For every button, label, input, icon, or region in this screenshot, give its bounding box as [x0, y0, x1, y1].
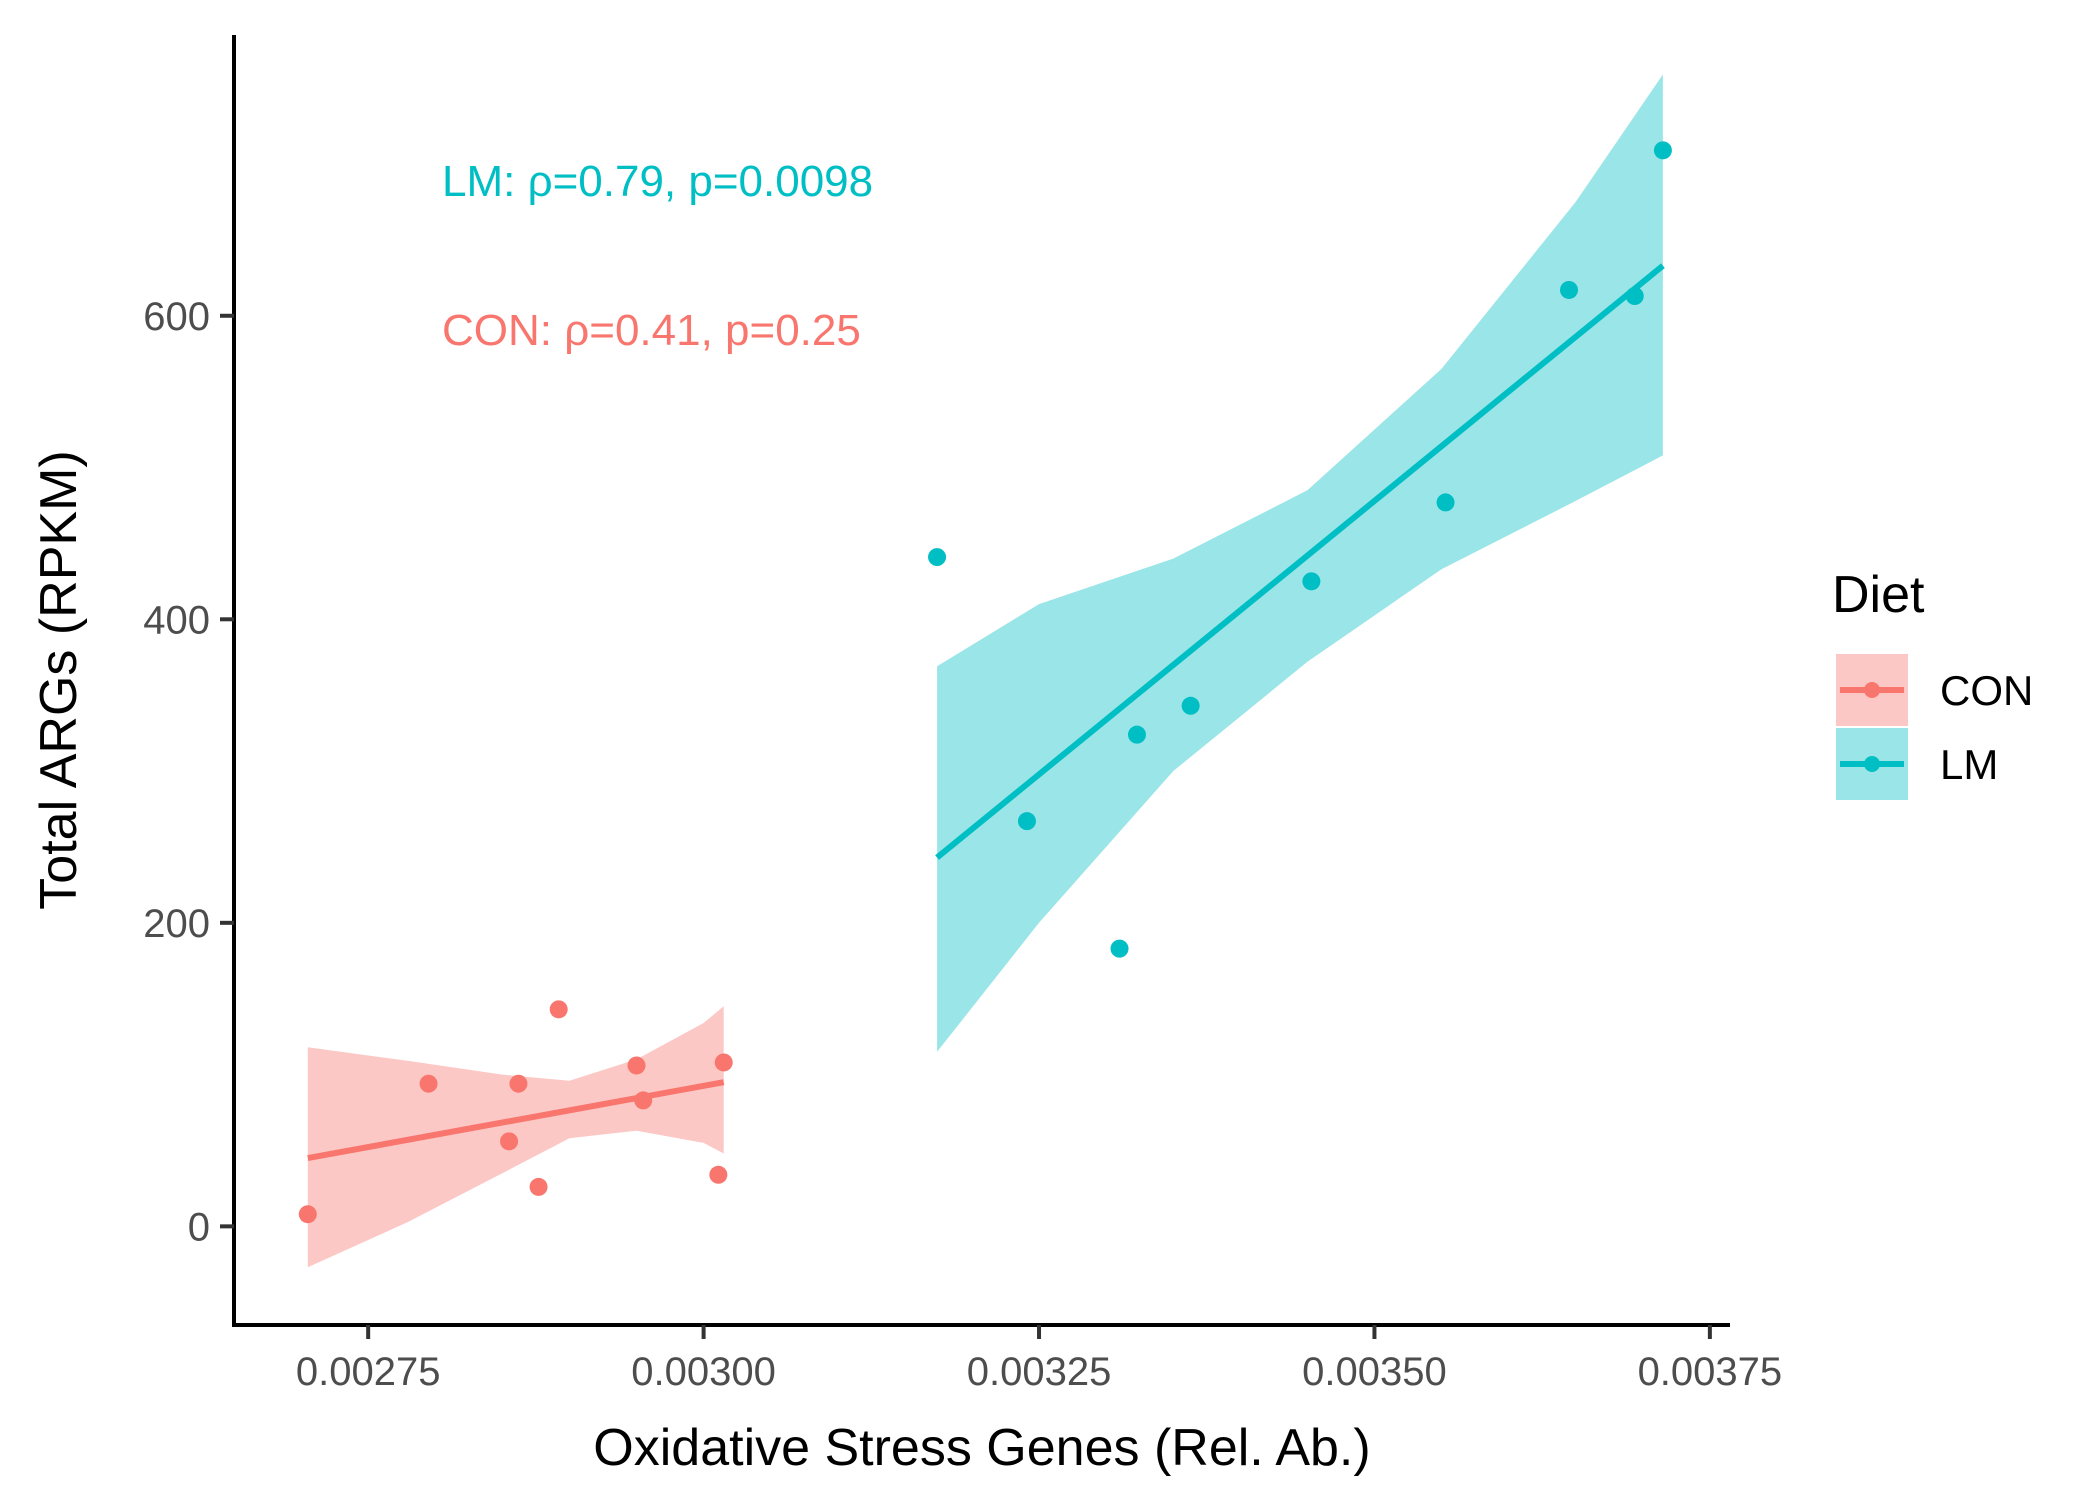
- data-point-lm-1: [928, 548, 947, 567]
- data-point-con-6: [549, 1000, 568, 1019]
- data-point-con-7: [627, 1056, 646, 1075]
- data-point-con-1: [298, 1205, 317, 1224]
- legend-title: Diet: [1832, 566, 1925, 624]
- legend-label-con: CON: [1940, 667, 2033, 714]
- y-tick-label: 400: [143, 598, 210, 642]
- data-point-lm-9: [1625, 287, 1644, 306]
- data-point-con-9: [709, 1165, 728, 1184]
- data-point-con-3: [500, 1132, 519, 1151]
- data-point-lm-2: [1017, 812, 1036, 831]
- y-tick-label: 200: [143, 902, 210, 946]
- x-tick-label: 0.00350: [1302, 1350, 1447, 1394]
- x-tick-label: 0.00275: [296, 1350, 441, 1394]
- y-ticks: 0 200 400 600: [143, 295, 234, 1249]
- x-tick-label: 0.00375: [1638, 1350, 1783, 1394]
- data-point-lm-4: [1127, 725, 1146, 744]
- fit-line-con: [307, 1079, 725, 1162]
- legend-label-lm: LM: [1940, 741, 1998, 788]
- data-point-lm-3: [1110, 939, 1129, 958]
- data-point-lm-10: [1653, 141, 1672, 160]
- x-tick-label: 0.00325: [967, 1350, 1112, 1394]
- data-point-lm-6: [1302, 572, 1321, 591]
- y-tick-label: 0: [188, 1205, 210, 1249]
- data-point-lm-8: [1559, 280, 1578, 299]
- legend-key-point-con: [1864, 682, 1880, 698]
- legend: Diet CON LM: [1832, 566, 2033, 800]
- x-ticks: 0.00275 0.00300 0.00325 0.00350 0.00375: [296, 1325, 1782, 1394]
- legend-key-point-lm: [1864, 756, 1880, 772]
- legend-item-lm: LM: [1836, 728, 1998, 800]
- fit-line-lm: [935, 263, 1665, 860]
- points-layer: [298, 141, 1672, 1224]
- data-point-lm-5: [1181, 696, 1200, 715]
- x-axis-title: Oxidative Stress Genes (Rel. Ab.): [593, 1419, 1370, 1477]
- data-point-con-8: [634, 1091, 653, 1110]
- data-point-lm-7: [1436, 493, 1455, 512]
- y-tick-label: 600: [143, 295, 210, 339]
- x-tick-label: 0.00300: [631, 1350, 776, 1394]
- data-point-con-5: [529, 1177, 548, 1196]
- annotation-lm: LM: ρ=0.79, p=0.0098: [442, 157, 873, 206]
- data-point-con-10: [714, 1053, 733, 1072]
- legend-item-con: CON: [1836, 654, 2033, 726]
- data-point-con-2: [419, 1074, 438, 1093]
- annotation-con: CON: ρ=0.41, p=0.25: [442, 306, 861, 355]
- y-axis-title: Total ARGs (RPKM): [30, 450, 88, 909]
- fit-lines-layer: [307, 263, 1665, 1162]
- data-point-con-4: [509, 1074, 528, 1093]
